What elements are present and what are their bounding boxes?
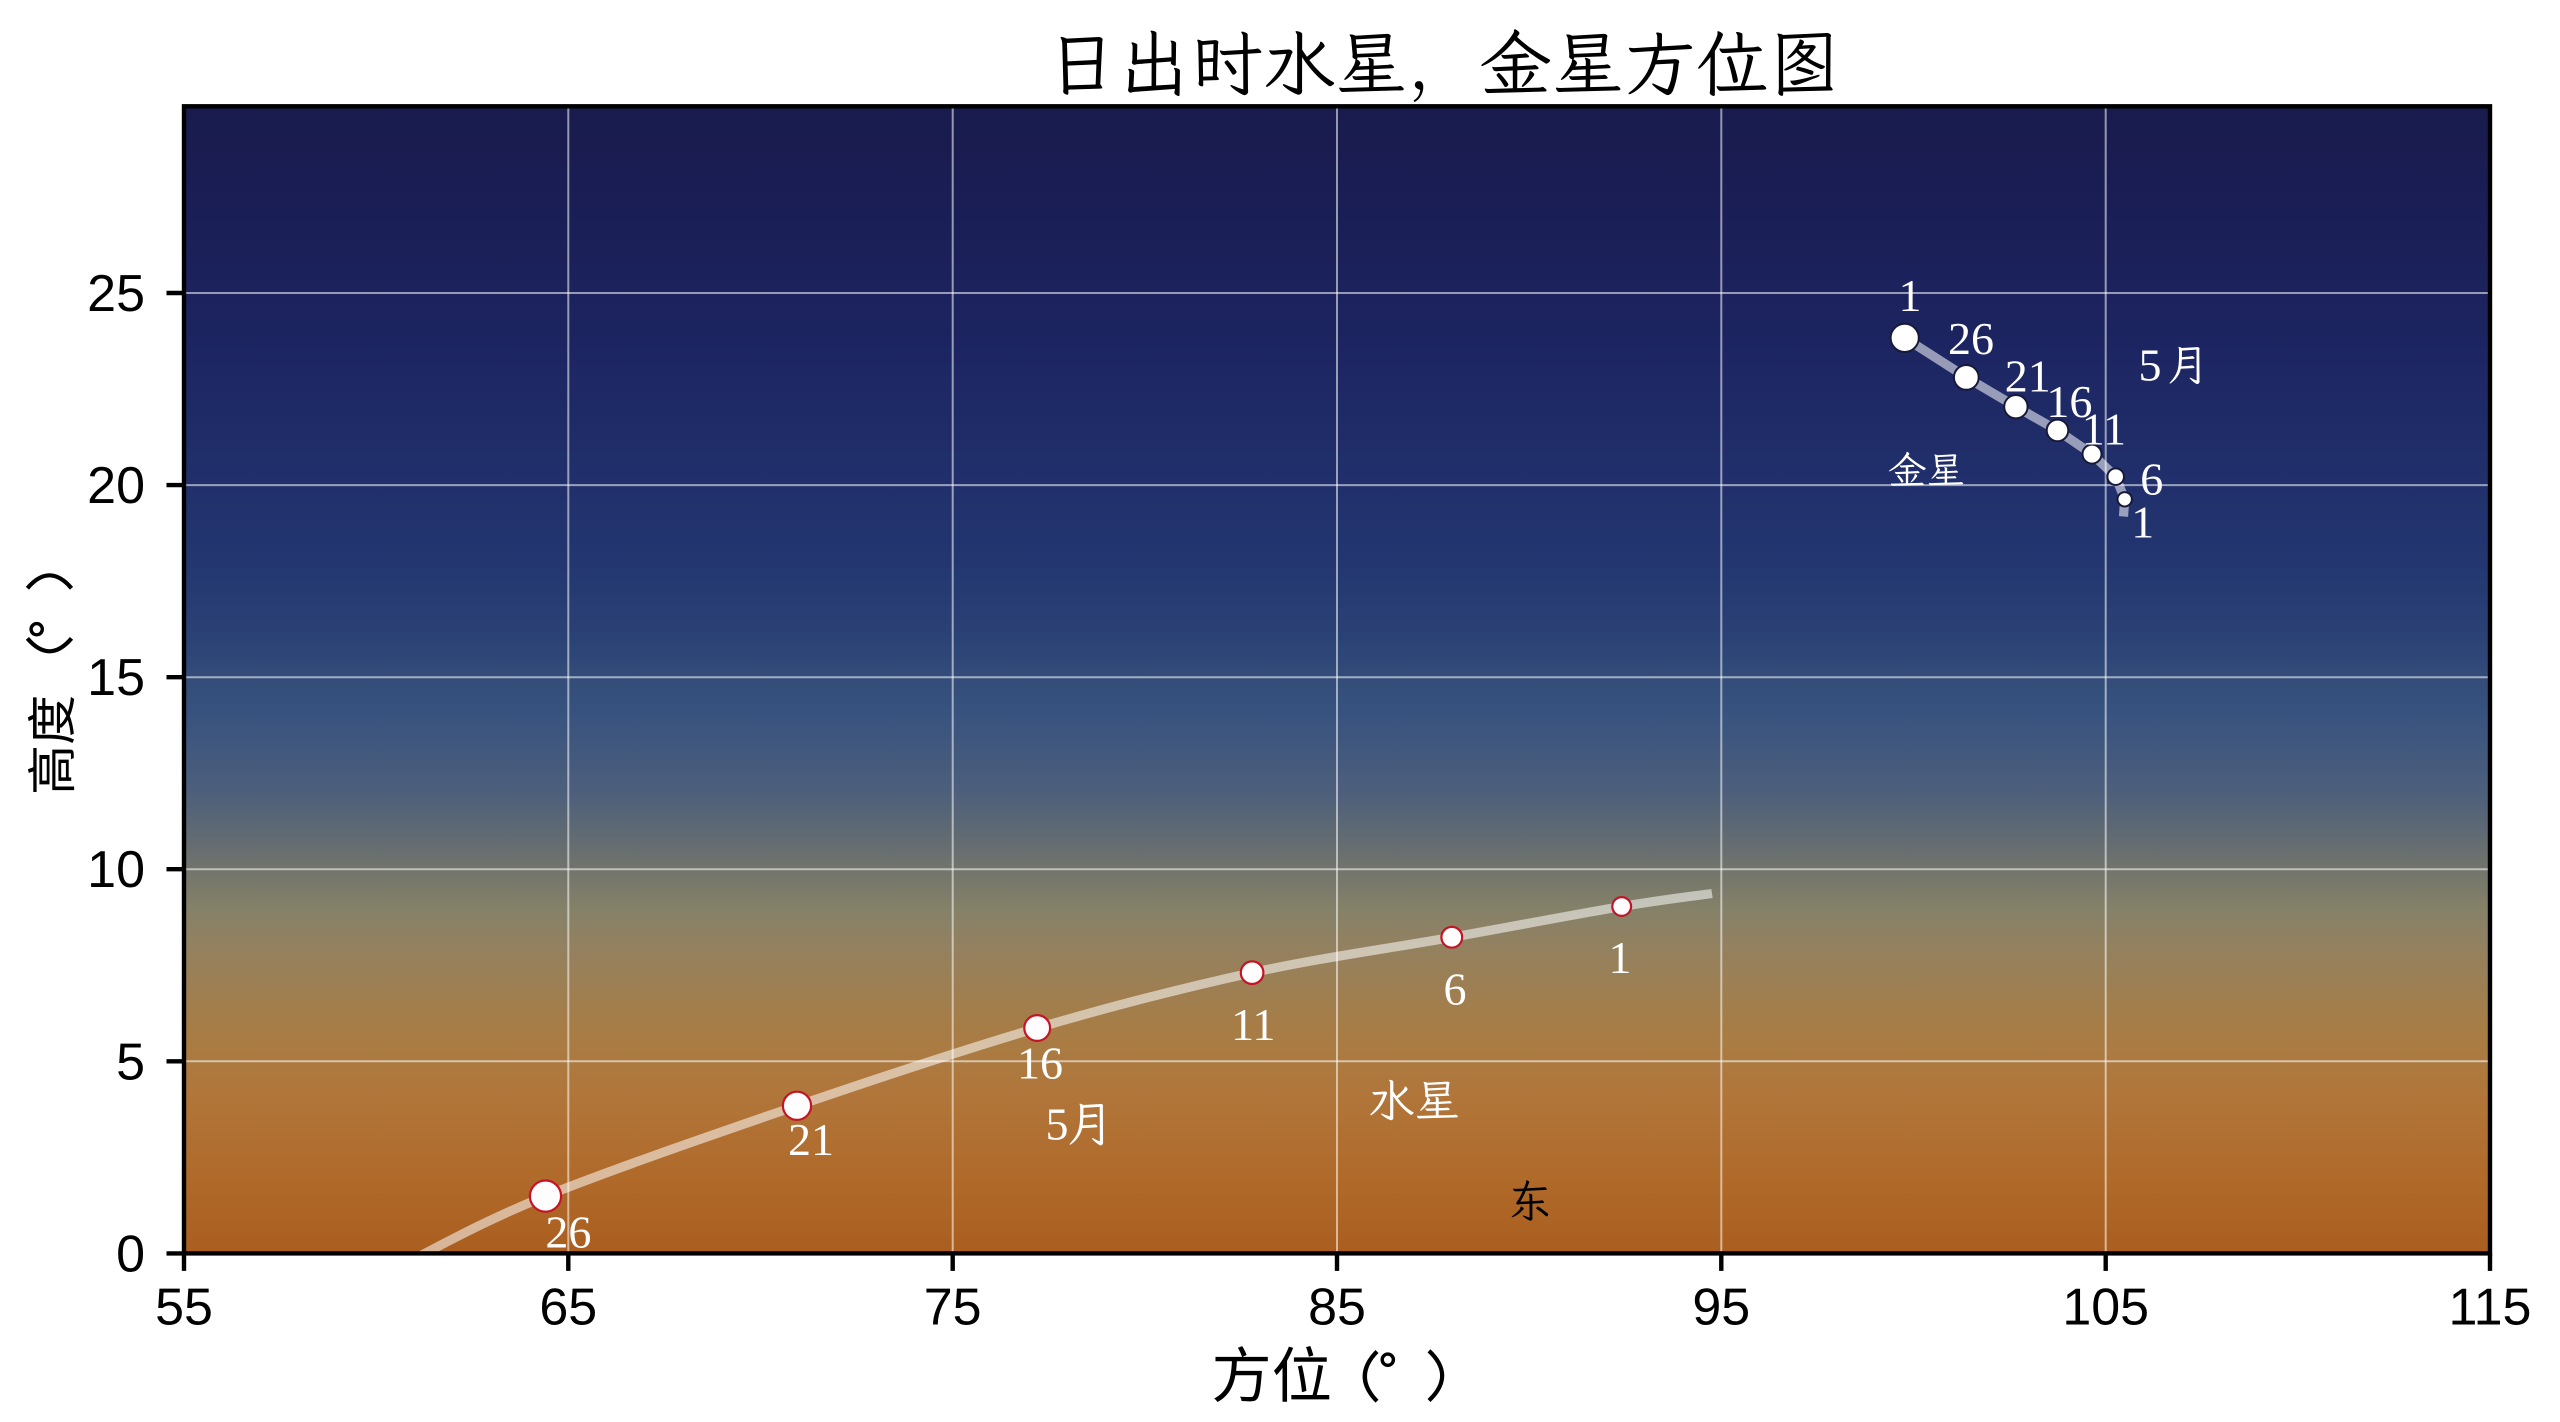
svg-text:115: 115 (2449, 1279, 2532, 1337)
svg-text:55: 55 (155, 1279, 213, 1337)
svg-text:6: 6 (2140, 454, 2163, 505)
svg-text:105: 105 (2062, 1279, 2149, 1337)
svg-text:6: 6 (1444, 964, 1467, 1015)
svg-text:16: 16 (1017, 1038, 1063, 1089)
svg-text:11: 11 (1231, 999, 1275, 1050)
svg-text:16: 16 (2046, 376, 2092, 427)
svg-text:21: 21 (788, 1114, 834, 1165)
svg-text:11: 11 (2082, 404, 2126, 455)
svg-text:1: 1 (1899, 270, 1922, 321)
svg-text:75: 75 (924, 1279, 982, 1337)
svg-text:95: 95 (1692, 1279, 1750, 1337)
svg-text:10: 10 (87, 841, 145, 899)
svg-text:25: 25 (87, 265, 145, 323)
svg-text:26: 26 (1948, 313, 1994, 364)
svg-text:0: 0 (116, 1225, 145, 1283)
svg-text:5: 5 (2139, 340, 2162, 391)
svg-text:85: 85 (1308, 1279, 1366, 1337)
svg-text:1: 1 (1609, 932, 1632, 983)
svg-text:21: 21 (2005, 350, 2051, 401)
svg-text:5: 5 (116, 1033, 145, 1091)
svg-text:26: 26 (545, 1207, 591, 1258)
svg-text:5: 5 (1046, 1099, 1069, 1150)
svg-text:20: 20 (87, 457, 145, 515)
svg-text:1: 1 (2131, 497, 2154, 548)
svg-text:15: 15 (87, 649, 145, 707)
svg-text:65: 65 (539, 1279, 597, 1337)
